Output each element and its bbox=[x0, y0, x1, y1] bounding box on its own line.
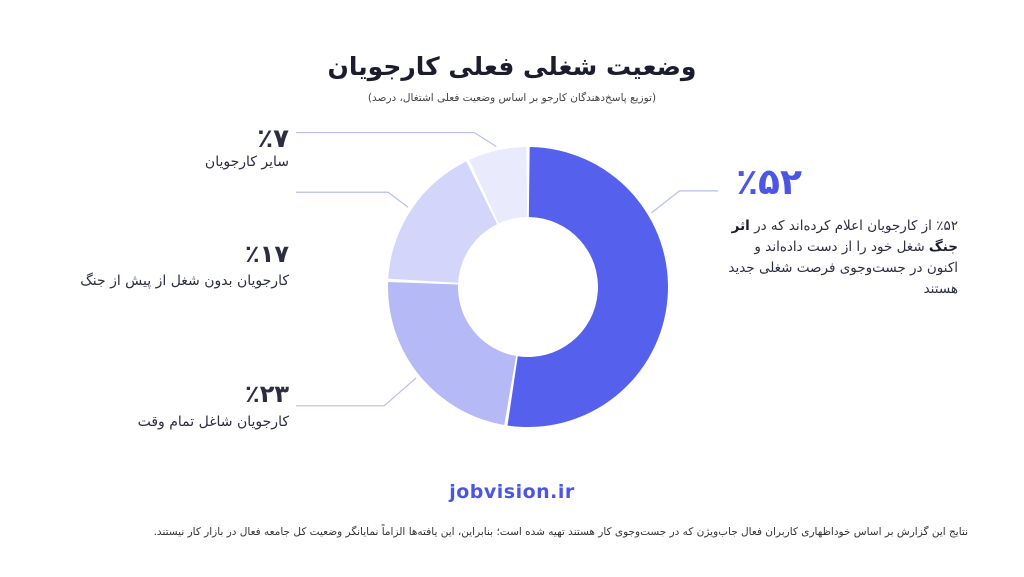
chart-subtitle: (توزیع پاسخ‌دهندگان کارجو بر اساس وضعیت … bbox=[367, 92, 657, 104]
label-pct-fulltime: ٪۲۳ bbox=[245, 380, 289, 408]
leader-line-fulltime bbox=[296, 377, 417, 407]
slice-fulltime bbox=[388, 282, 517, 425]
label-text-fulltime: کارجویان شاغل تمام وقت bbox=[137, 414, 289, 430]
slice-unemployed-prewar bbox=[388, 161, 498, 283]
label-pct-unemployed-prewar: ٪۱۷ bbox=[245, 240, 289, 268]
desc-prefix: ٪۵۲ از کارجویان اعلام کرده‌اند که در bbox=[749, 218, 958, 234]
big-pct-lost-job: ٪۵۲ bbox=[736, 162, 802, 203]
slice-other bbox=[469, 147, 528, 224]
footnote: نتایج این گزارش بر اساس خوداظهاری کاربرا… bbox=[153, 526, 968, 538]
leader-line-other bbox=[296, 131, 497, 148]
label-text-other: سایر کارجویان bbox=[204, 154, 289, 170]
slice-lost-job bbox=[507, 147, 669, 428]
leader-line-lost-job bbox=[651, 190, 718, 214]
chart-title: وضعیت شغلی فعلی کارجویان bbox=[327, 52, 697, 81]
desc-suffix: شغل خود را از دست داده‌اند و اکنون در جس… bbox=[728, 239, 958, 297]
label-text-unemployed-prewar: کارجویان بدون شغل از پیش از جنگ bbox=[80, 273, 289, 289]
label-pct-other: ٪۷ bbox=[257, 124, 289, 154]
big-desc-lost-job: ٪۵۲ از کارجویان اعلام کرده‌اند که در اثر… bbox=[728, 216, 958, 300]
desc-bold: اثر جنگ bbox=[731, 218, 958, 255]
leader-line-unemployed-prewar bbox=[296, 191, 409, 208]
brand-link[interactable]: jobvision.ir bbox=[449, 481, 575, 503]
